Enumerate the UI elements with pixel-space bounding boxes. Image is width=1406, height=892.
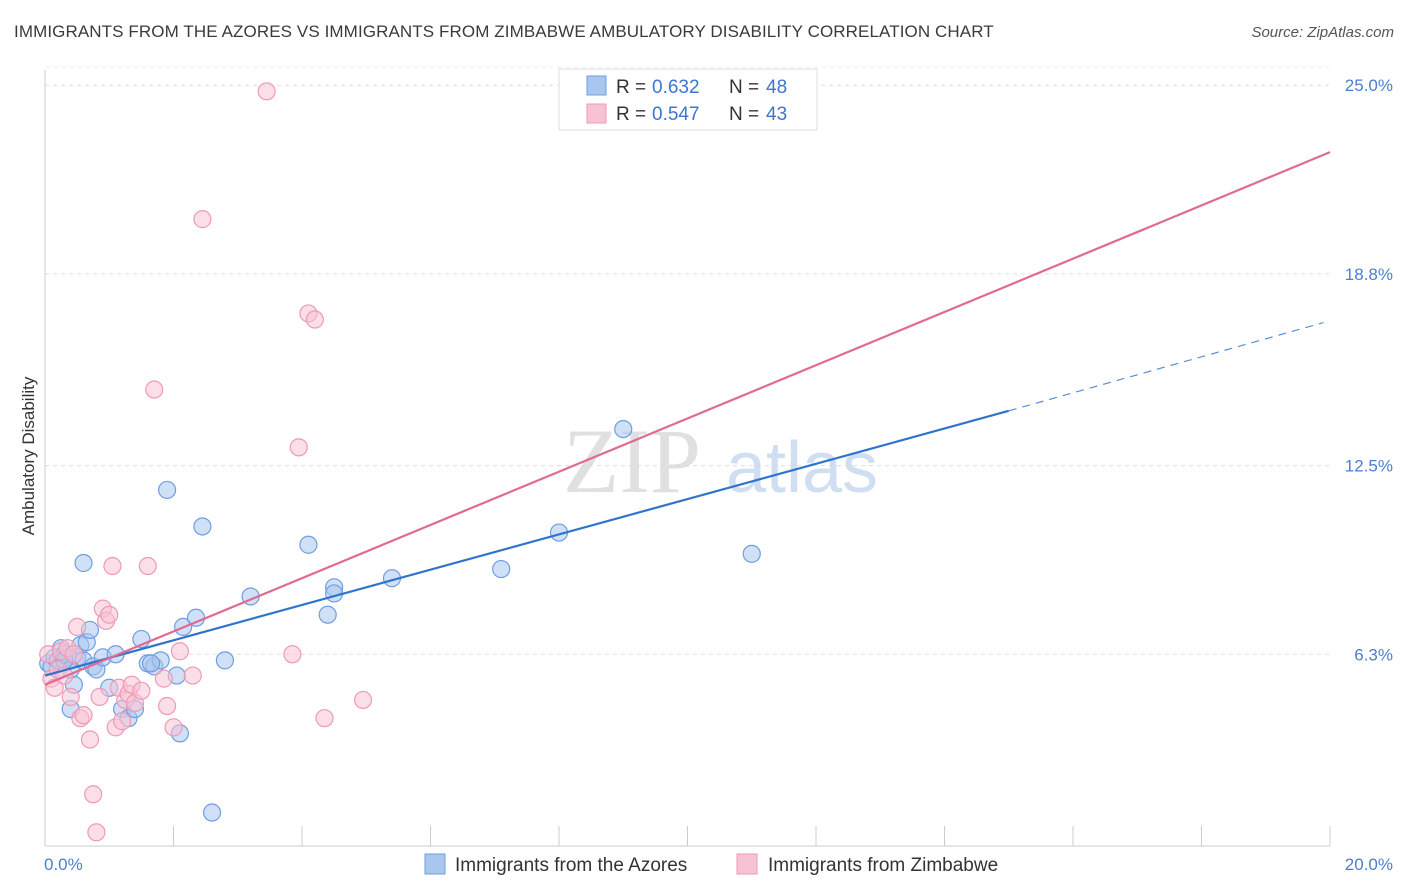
watermark: ZIP atlas [563, 410, 878, 512]
data-point [68, 617, 87, 636]
data-point [80, 730, 100, 749]
data-point [90, 687, 109, 706]
legend-r-label-azores: R = [616, 77, 646, 98]
legend-r-zimbabwe: 0.547 [652, 104, 700, 125]
data-point [283, 645, 302, 664]
data-point [74, 553, 93, 573]
trend-line-azores [44, 409, 1010, 677]
x-tick-label-max: 20.0% [1345, 855, 1393, 874]
trend-line-zimbabwe [44, 151, 1331, 686]
stats-legend: R = 0.632 N = 48 R = 0.547 N = 43 [558, 68, 818, 131]
y-tick-label: 6.3% [1354, 645, 1393, 664]
data-point [157, 696, 177, 716]
data-point [299, 535, 318, 554]
y-axis-label: Ambulatory Disability [19, 376, 38, 535]
chart-source: Source: ZipAtlas.com [1251, 24, 1394, 41]
data-point [132, 681, 151, 700]
data-point [257, 82, 276, 101]
x-tick-label-min: 0.0% [44, 855, 83, 874]
legend-swatch-zimbabwe [586, 103, 607, 124]
data-point [154, 669, 173, 688]
legend-n-azores: 48 [766, 77, 787, 98]
axes [44, 70, 1331, 847]
series-zimbabwe-points [39, 82, 373, 842]
legend-r-azores: 0.632 [652, 77, 700, 98]
data-point [112, 712, 132, 731]
data-point [87, 823, 106, 842]
data-point [141, 654, 161, 673]
data-point [145, 380, 164, 399]
legend-r-label-zimbabwe: R = [616, 104, 646, 125]
y-tick-label: 12.5% [1345, 457, 1393, 476]
data-point [742, 544, 761, 563]
data-point [170, 642, 190, 661]
data-point [100, 605, 119, 624]
data-point [289, 438, 308, 457]
y-tick-label: 25.0% [1345, 76, 1393, 95]
data-point [614, 419, 633, 439]
series-legend-swatch-zimbabwe [736, 853, 758, 875]
legend-n-zimbabwe: 43 [766, 104, 787, 125]
gridlines [45, 66, 1330, 655]
series-legend: Immigrants from the Azores Immigrants fr… [424, 853, 998, 876]
trend-line-azores-extension [1008, 322, 1324, 412]
y-tick-label: 18.8% [1345, 265, 1393, 284]
data-point [492, 559, 511, 579]
data-point [84, 785, 103, 804]
data-point [61, 687, 80, 706]
legend-n-label-zimbabwe: N = [729, 104, 759, 125]
series-legend-label-zimbabwe: Immigrants from Zimbabwe [768, 855, 998, 876]
data-point [157, 480, 177, 500]
trend-lines [44, 151, 1331, 686]
data-point [193, 517, 212, 536]
data-point [64, 645, 84, 664]
data-point [193, 210, 212, 229]
data-point [315, 709, 334, 728]
series-legend-label-azores: Immigrants from the Azores [455, 855, 687, 876]
chart-title: IMMIGRANTS FROM THE AZORES VS IMMIGRANTS… [14, 22, 994, 41]
data-point [138, 556, 157, 576]
legend-n-label-azores: N = [729, 77, 759, 98]
data-point [74, 706, 93, 725]
data-point [183, 666, 202, 685]
data-point [202, 803, 222, 822]
data-point [103, 556, 122, 576]
data-point [318, 605, 337, 624]
data-point [353, 690, 373, 710]
data-point [305, 310, 324, 329]
data-point [164, 718, 183, 737]
data-point [215, 651, 234, 670]
series-legend-swatch-azores [424, 853, 446, 875]
legend-swatch-azores [586, 75, 607, 96]
